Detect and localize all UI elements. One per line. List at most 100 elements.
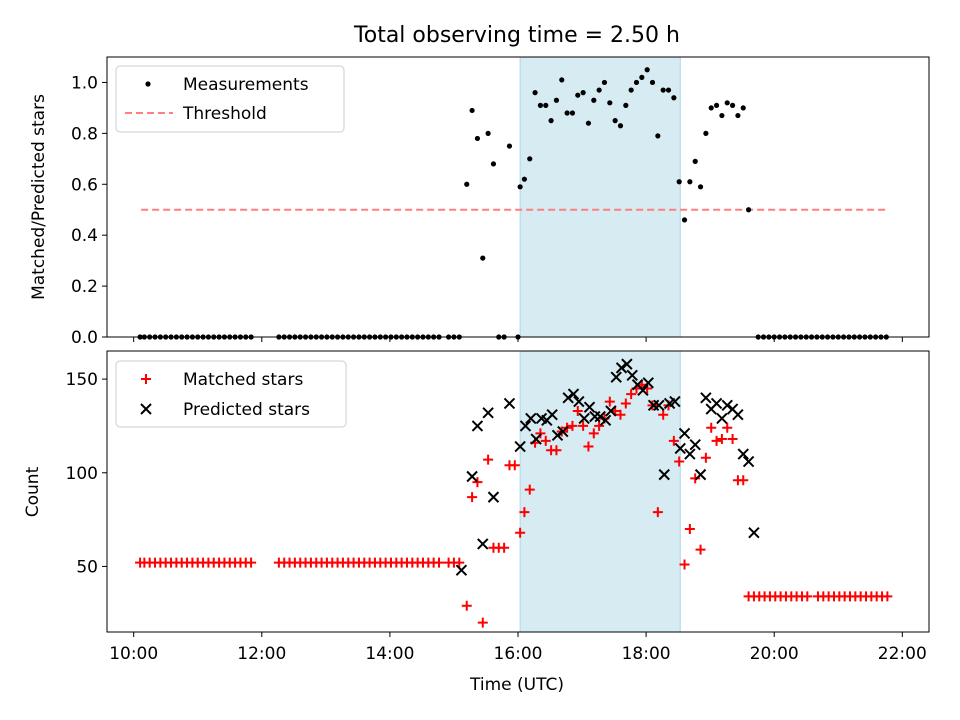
matched-star-point [722,422,733,433]
predicted-star-point [551,429,564,442]
measurement-point [676,179,682,185]
matched-star-point [615,409,626,420]
predicted-star-point [678,427,691,440]
matched-star-point [472,477,483,488]
matched-legend-marker [141,374,151,384]
measurement-point [548,118,554,124]
ratio-y-tick-label: 0.2 [71,277,98,297]
matched-star-point [434,557,445,568]
measurement-point [644,67,650,73]
measurement-point [575,92,581,98]
matched-star-point [483,454,494,465]
measurement-point [639,74,645,80]
measurement-point [569,110,576,116]
measurement-point [543,102,549,108]
predicted-star-point [610,371,622,383]
matched-star-point [467,492,478,503]
measurement-point [580,90,586,96]
count-y-tick-label: 100 [66,464,98,484]
matched-star-point [454,557,465,568]
measurement-point [596,87,602,93]
count-legend-box [115,360,347,428]
matched-star-point [695,544,706,555]
matched-star-point [727,434,738,445]
measurement-point [591,97,597,103]
measurement-point [564,110,570,116]
measurement-point [601,79,608,86]
matched-star-point [700,452,711,463]
matched-star-point [583,441,594,452]
measurement-point [708,105,714,111]
count-legend: Matched stars Predicted stars [115,360,347,428]
measurement-point [719,112,725,119]
ratio-y-axis-label: Matched/Predicted stars [29,94,49,300]
measurement-point [480,255,486,261]
matched-star-point [738,475,749,486]
predicted-star-point [455,564,468,576]
measurement-point [665,87,672,93]
count-points [135,358,893,628]
measurement-point [649,79,656,86]
matched-star-point [674,456,685,467]
predicted-star-point [546,408,558,421]
measurement-point [585,120,592,126]
predicted-star-point [525,412,537,425]
matched-star-point [572,405,583,416]
measurement-point [697,184,704,190]
measurement-point [740,105,746,111]
predicted-star-point [621,358,633,370]
matched-star-point [690,473,701,484]
predicted-star-point [594,410,606,423]
predicted-star-point [471,420,484,432]
threshold-legend-label: Threshold [182,104,267,124]
predicted-star-point [642,377,654,389]
count-panel: 50 100 150 10:00 12:00 14:00 16:00 18:00 20:00 2… [23,350,930,695]
matched-star-point [519,507,530,518]
measurement-point [607,100,613,106]
predicted-star-point [562,392,574,404]
measurement-point [681,217,688,223]
count-y-axis-label: Count [23,466,43,517]
predicted-star-point [748,527,760,539]
matched-star-point [594,420,605,431]
predicted-star-point [716,412,728,425]
count-y-tick-label: 150 [66,370,98,390]
measurement-point [687,179,693,185]
predicted-star-point [721,399,733,412]
measurement-point [617,123,624,129]
measurement-point [660,87,666,93]
predicted-star-point [557,425,569,438]
predicted-star-point [653,399,665,412]
predicted-star-point [658,468,670,481]
observing-window-band [519,350,681,633]
measurement-point [745,207,752,213]
matched-star-point [461,600,472,611]
matched-star-point [658,409,669,420]
measurement-point [553,97,560,103]
matched-star-point [551,445,562,456]
ratio-y-tick-label: 0.4 [71,226,98,246]
count-x-tick-label: 14:00 [365,644,414,664]
predicted-star-point [503,397,516,410]
measurement-point [623,102,629,108]
matched-star-point [515,527,526,538]
count-x-tick-label: 12:00 [237,644,286,664]
measurement-point [521,176,528,182]
figure-title: Total observing time = 2.50 h [353,23,680,48]
predicted-star-point [689,438,701,451]
matched-star-point [882,591,893,602]
measurement-point [724,100,730,106]
matched-star-point [620,398,631,409]
predicted-star-point [519,420,532,432]
predicted-star-point [578,412,590,425]
measurements-legend-label: Measurements [183,75,309,95]
measurement-point [703,130,709,136]
matched-legend-label: Matched stars [183,370,303,390]
predicted-star-point [694,468,707,481]
measurements-legend-marker [145,81,151,87]
matched-star-point [524,484,535,495]
measurement-point [464,181,470,187]
matched-star-point [604,396,615,407]
ratio-x-ticks [133,337,903,342]
